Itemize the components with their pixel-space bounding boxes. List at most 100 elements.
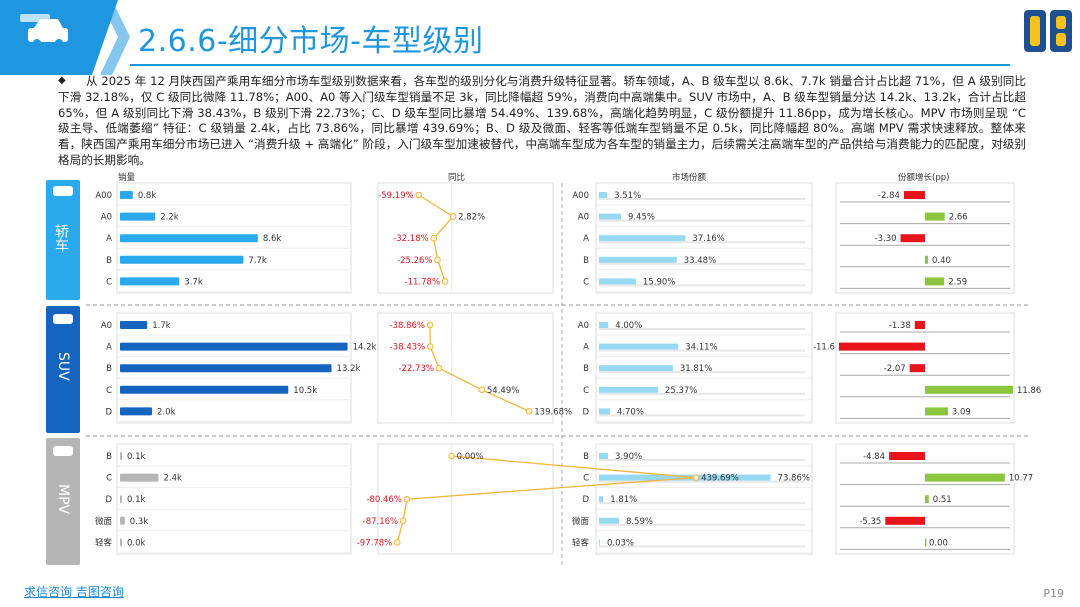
share-track [599, 502, 805, 505]
share-bar [599, 343, 679, 350]
column-header: 同比 [448, 172, 465, 183]
share-change-bar [838, 342, 925, 351]
sales-bar [120, 212, 156, 221]
category-label: B [106, 452, 112, 462]
category-label: B [106, 256, 112, 266]
category-label: 轻客 [95, 537, 113, 548]
share-change-label: 0.51 [933, 495, 952, 505]
yoy-point [449, 213, 457, 220]
share-bar [599, 213, 621, 220]
panel-frame [116, 443, 352, 555]
share-change-bar [914, 321, 925, 329]
category-label: A0 [578, 213, 589, 223]
category-label: A [583, 234, 589, 244]
share-change-label: -5.35 [859, 517, 881, 527]
group-label-mpv: MPV [55, 484, 71, 515]
category-label: B [583, 364, 589, 374]
bullet-icon: ◆ [58, 75, 66, 86]
share-label: 1.81% [610, 495, 637, 505]
column-header: 份额增长(pp) [898, 172, 949, 183]
sales-bar [120, 342, 348, 351]
share-bar [599, 256, 677, 263]
yoy-label: -59.19% [378, 191, 413, 201]
share-change-label: 2.59 [948, 277, 967, 287]
share-track [599, 349, 805, 352]
sales-label: 0.0k [127, 538, 146, 548]
panel-frame [116, 312, 352, 424]
yoy-label: 139.68% [534, 407, 572, 417]
share-change-bar [925, 385, 1013, 394]
intro-paragraph: 从 2025 年 12 月陕西国产乘用车细分市场车型级别数据来看，各车型的级别分… [58, 74, 1026, 167]
group-tab-sedan: 轿车 [46, 180, 80, 300]
share-track [599, 262, 805, 265]
sales-label: 0.1k [127, 495, 146, 505]
sales-label: 0.8k [138, 191, 157, 201]
share-change-label: 3.09 [952, 407, 971, 417]
share-label: 9.45% [628, 213, 655, 223]
panel-frame [595, 182, 813, 294]
yoy-label: 439.69% [701, 474, 739, 484]
yoy-point [415, 191, 422, 199]
column-header: 销量 [118, 172, 136, 183]
share-label: 37.16% [692, 234, 724, 244]
share-label: 4.00% [615, 321, 642, 331]
sales-label: 7.7k [248, 256, 267, 266]
share-bar [599, 278, 636, 285]
title-underline [130, 64, 1010, 66]
sedan-icon [53, 186, 73, 196]
yoy-point [393, 539, 401, 546]
share-bar [599, 453, 609, 459]
share-label: 73.86% [778, 474, 810, 484]
share-bar [599, 365, 673, 372]
share-change-bar [903, 191, 925, 199]
share-label: 15.90% [643, 277, 675, 287]
sales-bar [120, 495, 122, 504]
category-label: A00 [572, 191, 589, 201]
share-change-label: 0.00 [929, 538, 948, 548]
yoy-label: 54.49% [487, 386, 519, 396]
share-change-bar [925, 277, 945, 286]
panel-frame [835, 312, 1015, 424]
category-label: C [583, 386, 589, 396]
category-label: D [582, 407, 589, 417]
category-label: C [583, 474, 589, 484]
footer-link[interactable]: 求信咨询 吉图咨询 [24, 585, 124, 599]
share-bar [599, 474, 771, 481]
category-label: C [106, 277, 112, 287]
share-change-bar [925, 212, 945, 221]
sales-bar [120, 452, 122, 460]
share-track [599, 219, 805, 222]
group-tab-mpv: MPV [46, 438, 80, 565]
category-label: 微面 [95, 516, 113, 527]
share-change-label: 2.66 [949, 213, 968, 223]
category-label: A [583, 343, 589, 353]
group-tab-suv: SUV [46, 306, 80, 433]
category-label: C [583, 277, 589, 287]
yoy-point [435, 364, 443, 372]
share-change-bar [900, 234, 925, 243]
sales-bar [120, 407, 153, 416]
share-label: 8.59% [626, 517, 653, 527]
share-track [599, 198, 805, 200]
share-track [599, 480, 805, 483]
suv-icon [53, 314, 73, 324]
sales-label: 0.3k [130, 517, 149, 527]
sales-label: 2.0k [157, 407, 176, 417]
share-bar [599, 322, 609, 328]
share-change-bar [925, 495, 929, 504]
share-label: 3.51% [614, 191, 641, 201]
category-label: 轻客 [572, 537, 590, 548]
share-bar [599, 408, 610, 415]
yoy-point [426, 343, 434, 350]
panel-frame [116, 182, 352, 294]
share-track [599, 545, 805, 548]
share-label: 3.90% [615, 452, 642, 462]
share-change-bar [925, 538, 927, 547]
yoy-label: -38.86% [390, 321, 425, 331]
sales-label: 2.4k [163, 474, 182, 484]
sales-label: 8.6k [263, 234, 282, 244]
share-change-label: -2.07 [884, 364, 906, 374]
header-band [0, 0, 130, 75]
sales-bar [120, 385, 289, 394]
panel-frame [377, 443, 554, 555]
